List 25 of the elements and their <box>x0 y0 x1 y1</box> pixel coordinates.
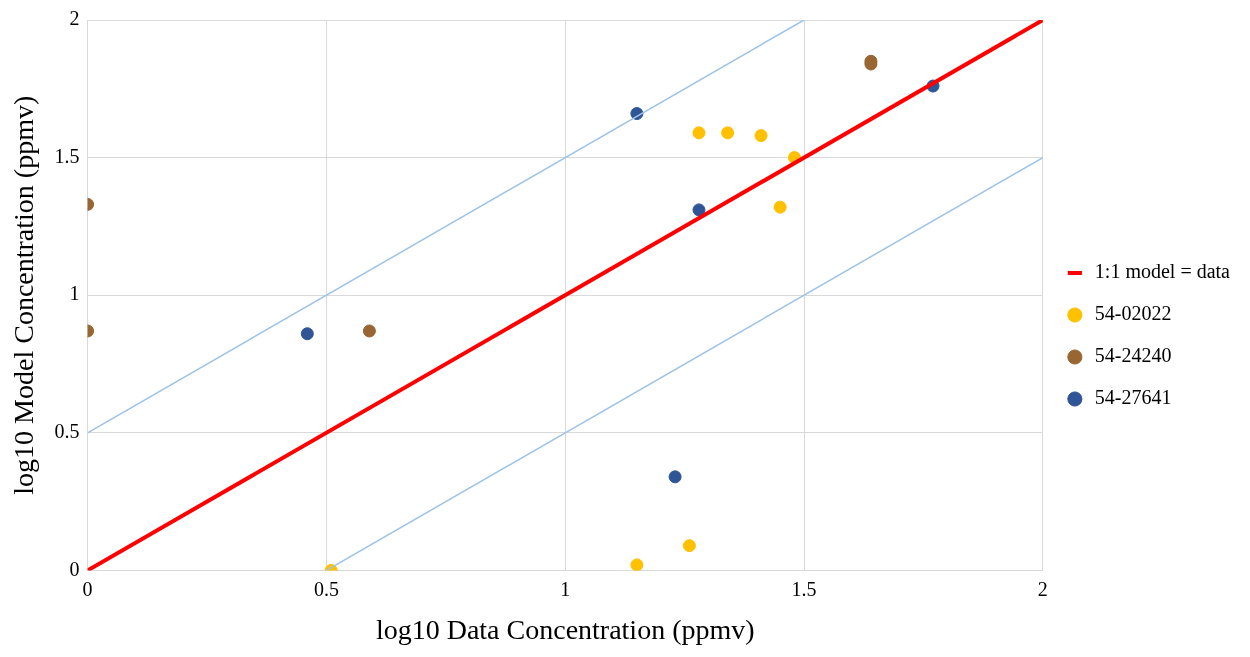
x-tick-label: 1 <box>560 577 571 600</box>
point <box>773 200 787 214</box>
x-tick-label: 0.5 <box>313 577 339 600</box>
point <box>668 470 682 484</box>
point <box>362 324 376 338</box>
y-tick-label: 2 <box>69 7 80 30</box>
point <box>630 558 644 571</box>
legend-label: 54-27641 <box>1094 386 1172 409</box>
point <box>754 129 768 143</box>
point <box>692 126 706 140</box>
legend-label: 54-02022 <box>1094 302 1172 325</box>
legend-label: 1:1 model = data <box>1094 260 1231 283</box>
point <box>682 539 696 553</box>
point <box>692 203 706 217</box>
y-tick-label: 0 <box>69 557 80 580</box>
y-tick-label: 1 <box>69 282 80 305</box>
x-tick-label: 2 <box>1037 577 1048 600</box>
y-tick-label: 1.5 <box>54 144 80 167</box>
y-tick-label: 0.5 <box>54 420 80 443</box>
legend-label: 54-24240 <box>1094 344 1172 367</box>
x-axis-title: log10 Data Concentration (ppmv) <box>375 613 755 645</box>
point <box>300 327 314 341</box>
point <box>721 126 735 140</box>
y-axis-title: log10 Model Concentration (ppmv) <box>8 95 40 495</box>
x-tick-label: 1.5 <box>791 577 817 600</box>
